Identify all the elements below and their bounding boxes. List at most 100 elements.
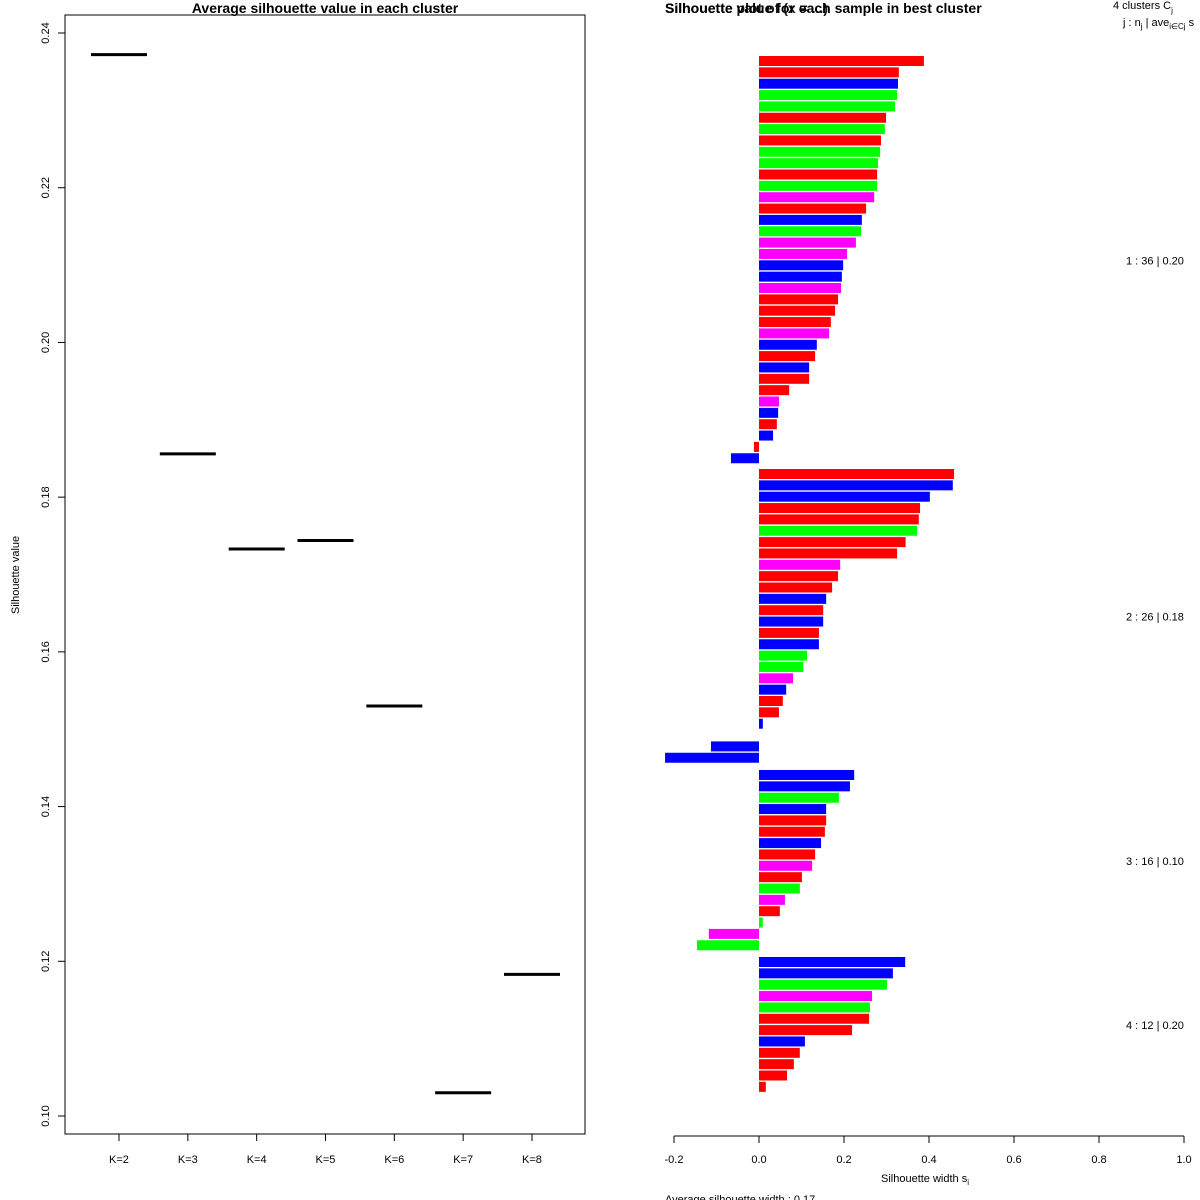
silhouette-bar xyxy=(759,67,899,78)
silhouette-bar xyxy=(730,453,759,464)
cluster-3-bars xyxy=(696,770,855,951)
silhouette-bar xyxy=(759,968,893,979)
silhouette-bar xyxy=(759,491,930,502)
silhouette-bar xyxy=(759,294,839,305)
legend-header-text: 4 clusters C xyxy=(1113,0,1171,12)
silhouette-bar xyxy=(759,180,878,191)
silhouette-bar xyxy=(759,1047,800,1058)
left-x-axis: K=2 K=3 K=4 K=5 K=6 K=7 K=8 xyxy=(109,1134,542,1166)
right-x-tick-label: 0.0 xyxy=(751,1154,766,1166)
left-x-tick-label: K=7 xyxy=(453,1154,473,1166)
silhouette-bar xyxy=(759,696,783,706)
silhouette-bar xyxy=(759,192,875,203)
left-x-tick-label: K=2 xyxy=(109,1154,129,1166)
left-y-tick-label: 0.10 xyxy=(40,1105,52,1126)
right-panel-silhouette-plot: Silhouette plot of (x = ...) Silhouette … xyxy=(665,0,1195,1200)
left-x-tick-label: K=4 xyxy=(247,1154,267,1166)
silhouette-bar xyxy=(759,1081,766,1092)
legend-header-line2: j : nj | avei∈Cj s xyxy=(1122,17,1195,31)
left-y-tick-label: 0.14 xyxy=(40,796,52,817)
silhouette-bar xyxy=(759,1059,794,1070)
silhouette-bar xyxy=(759,616,824,627)
right-x-tick-label: 1.0 xyxy=(1176,1154,1191,1166)
silhouette-bar xyxy=(759,101,895,112)
cluster-1-label: 1 : 36 | 0.20 xyxy=(1126,255,1184,267)
legend-col-n-sub: j xyxy=(1140,22,1143,31)
silhouette-bar xyxy=(759,317,831,328)
cluster-4-bars xyxy=(759,957,906,1092)
silhouette-bar xyxy=(759,283,842,293)
silhouette-bar xyxy=(759,124,885,135)
silhouette-bar xyxy=(759,362,810,373)
silhouette-bar xyxy=(759,373,810,384)
silhouette-bars xyxy=(665,56,955,1092)
cluster-2-label: 2 : 26 | 0.18 xyxy=(1126,612,1184,624)
silhouette-bar xyxy=(759,593,827,604)
cluster-labels: 1 : 36 | 0.20 2 : 26 | 0.18 3 : 16 | 0.10 4… xyxy=(1126,255,1184,1032)
silhouette-bar xyxy=(708,928,759,939)
legend-header-line1: 4 clusters Cj xyxy=(1113,0,1173,15)
silhouette-bar xyxy=(759,525,918,536)
legend-col-ave-sub: i∈Cj xyxy=(1169,22,1186,31)
legend-col-ave: | ave xyxy=(1143,17,1170,29)
silhouette-bar xyxy=(759,56,924,66)
silhouette-bar xyxy=(759,718,763,729)
silhouette-bar xyxy=(759,781,850,792)
silhouette-bar xyxy=(759,605,824,616)
right-x-axis: -0.2 0.0 0.2 0.4 0.6 0.8 1.0 xyxy=(665,1135,1192,1166)
silhouette-bar xyxy=(759,480,953,491)
right-x-axis-label: Silhouette width si xyxy=(881,1173,969,1187)
right-x-axis-label-sub: i xyxy=(967,1178,969,1187)
left-y-axis-label: Silhouette value xyxy=(10,536,22,614)
silhouette-bar xyxy=(665,752,759,763)
silhouette-bar xyxy=(759,917,763,928)
cluster-1-bars xyxy=(730,56,924,464)
right-chart-title-overlap: Silhouette plot of (x = ...) xyxy=(665,0,828,16)
right-x-tick-label: 0.2 xyxy=(836,1154,851,1166)
silhouette-bar xyxy=(759,770,855,780)
cluster-4-label: 4 : 12 | 0.20 xyxy=(1126,1020,1184,1032)
silhouette-bar xyxy=(759,792,839,803)
silhouette-bar xyxy=(759,226,861,237)
silhouette-bar xyxy=(759,146,881,157)
silhouette-bar xyxy=(759,514,919,525)
silhouette-bar xyxy=(759,78,898,89)
silhouette-bar xyxy=(759,872,802,883)
silhouette-bar xyxy=(759,815,827,826)
silhouette-bar xyxy=(759,991,873,1002)
silhouette-bar xyxy=(759,112,887,123)
silhouette-bar xyxy=(759,804,827,815)
silhouette-bar xyxy=(759,1036,805,1047)
right-x-tick-label: -0.2 xyxy=(665,1154,684,1166)
legend-header-sub: j xyxy=(1170,6,1173,15)
silhouette-bar xyxy=(759,979,887,990)
left-x-tick-label: K=8 xyxy=(522,1154,542,1166)
right-chart-title: Silhouette value for each sample in best… xyxy=(665,0,982,16)
silhouette-bar xyxy=(759,582,833,593)
left-y-tick-label: 0.12 xyxy=(40,951,52,972)
legend-col-s: s xyxy=(1186,17,1195,29)
silhouette-bar xyxy=(759,1070,788,1081)
cluster-3-label: 3 : 16 | 0.10 xyxy=(1126,856,1184,868)
silhouette-bar xyxy=(759,627,819,638)
silhouette-bar xyxy=(759,661,804,672)
silhouette-bar xyxy=(759,214,862,225)
silhouette-bar xyxy=(759,826,825,837)
average-silhouette-width-footer: Average silhouette width : 0.17 xyxy=(665,1194,815,1200)
left-x-tick-label: K=6 xyxy=(384,1154,404,1166)
right-x-tick-label: 0.8 xyxy=(1091,1154,1106,1166)
silhouette-bar xyxy=(759,351,816,362)
silhouette-bar xyxy=(759,339,817,350)
left-x-tick-label: K=5 xyxy=(316,1154,336,1166)
silhouette-bar xyxy=(759,430,774,441)
right-x-tick-label: 0.4 xyxy=(921,1154,936,1166)
silhouette-bar xyxy=(759,271,842,282)
silhouette-bar xyxy=(710,741,759,752)
silhouette-bar xyxy=(759,158,878,169)
silhouette-bar xyxy=(753,441,759,452)
silhouette-bar xyxy=(759,419,777,430)
silhouette-bar xyxy=(759,396,779,407)
right-x-tick-label: 0.6 xyxy=(1006,1154,1021,1166)
silhouette-bar xyxy=(759,860,813,871)
